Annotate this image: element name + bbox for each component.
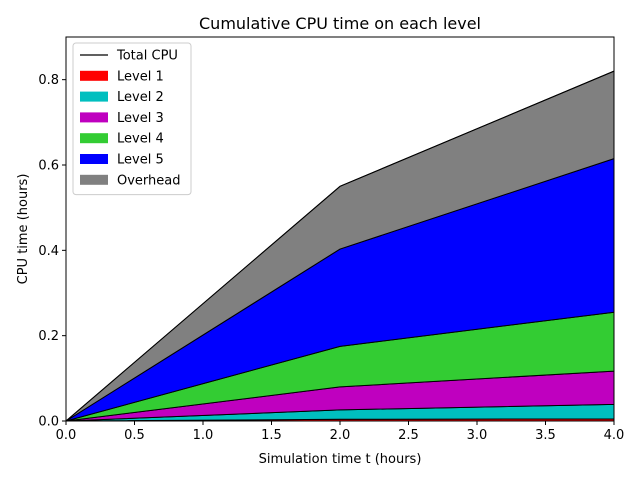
y-tick-label: 0.4 <box>38 244 59 259</box>
x-tick-label: 0.5 <box>124 428 145 443</box>
x-tick-label: 3.0 <box>467 428 488 443</box>
x-axis: 0.0 0.5 1.0 1.5 2.0 2.5 3.0 3.5 4.0 <box>56 421 625 443</box>
x-tick-label: 3.5 <box>535 428 556 443</box>
chart-title: Cumulative CPU time on each level <box>199 14 481 33</box>
y-axis: 0.0 0.2 0.4 0.6 0.8 <box>38 73 66 430</box>
legend-label-level-5: Level 5 <box>117 153 164 168</box>
legend-swatch-level-5 <box>80 154 108 164</box>
legend: Total CPU Level 1 Level 2 Level 3 Level 4 Lev… <box>72 42 192 196</box>
x-tick-label: 1.5 <box>261 428 282 443</box>
legend-swatch-level-4 <box>80 133 108 144</box>
legend-label-level-1: Level 1 <box>117 69 164 84</box>
legend-label-level-2: Level 2 <box>117 90 164 105</box>
legend-swatch-overhead <box>80 174 108 185</box>
legend-label-level-4: Level 4 <box>117 132 164 147</box>
area-series-group <box>65 70 615 422</box>
y-tick-label: 0.2 <box>38 329 59 344</box>
x-tick-label: 2.5 <box>398 428 419 443</box>
total-cpu-line <box>65 70 615 422</box>
x-tick-label: 4.0 <box>604 428 625 443</box>
legend-swatch-level-3 <box>80 112 108 123</box>
legend-swatch-level-2 <box>80 91 108 102</box>
total-line-group <box>65 70 615 422</box>
y-tick-label: 0.8 <box>38 73 59 88</box>
x-tick-label: 1.0 <box>193 428 214 443</box>
legend-label-total-cpu: Total CPU <box>116 49 178 64</box>
x-axis-label: Simulation time t (hours) <box>259 452 422 467</box>
y-tick-label: 0.6 <box>38 159 59 174</box>
legend-swatch-level-1 <box>80 70 108 81</box>
legend-label-level-3: Level 3 <box>117 111 164 126</box>
x-tick-label: 2.0 <box>330 428 351 443</box>
y-tick-label: 0.0 <box>38 415 59 430</box>
x-tick-label: 0.0 <box>56 428 77 443</box>
y-axis-label: CPU time (hours) <box>16 174 31 285</box>
legend-label-overhead: Overhead <box>117 173 181 188</box>
